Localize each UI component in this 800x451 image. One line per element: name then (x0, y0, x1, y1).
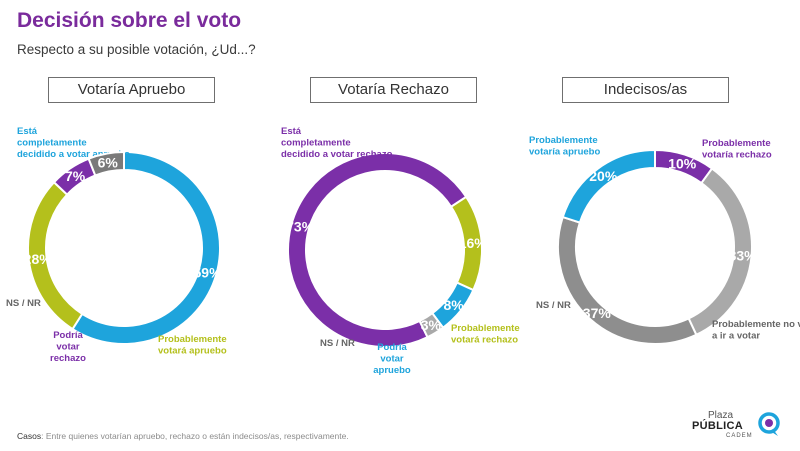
category-label: Probablemente votará rechazo (451, 323, 520, 346)
donut-slice (71, 150, 221, 345)
slice-value-label: 10% (668, 155, 697, 171)
panel-title-apruebo: Votaría Apruebo (48, 77, 215, 103)
slice-value-label: 3% (421, 317, 442, 333)
footer-label: Casos (17, 431, 42, 441)
footer-note: Casos: Entre quienes votarían apruebo, r… (17, 431, 349, 441)
donut-slice (418, 311, 445, 339)
slice-value-label: 73% (286, 219, 315, 235)
logo-sub-text: CADEM (726, 433, 753, 439)
slice-value-label: 20% (589, 168, 618, 184)
slice-value-label: 6% (98, 155, 119, 171)
category-label: Podría votar rechazo (50, 330, 86, 364)
logo-top-text: Plaza (708, 410, 734, 421)
footer-text: : Entre quienes votarían apruebo, rechaz… (41, 431, 349, 441)
slice-value-label: 33% (729, 247, 758, 263)
donut-slice (87, 150, 125, 177)
category-label: Probablemente votará apruebo (158, 334, 227, 357)
category-label: NS / NR (536, 300, 571, 311)
category-label: Podría votar apruebo (373, 342, 411, 376)
category-label: NS / NR (320, 338, 355, 349)
category-label: NS / NR (6, 298, 41, 309)
panel-title-rechazo: Votaría Rechazo (310, 77, 477, 103)
logo-main-text: PÚBLICA (692, 420, 743, 432)
slice-value-label: 16% (459, 235, 488, 251)
slice-value-label: 37% (583, 305, 612, 321)
slice-value-label: 28% (24, 251, 53, 267)
category-label: Probablemente no va a ir a votar (712, 319, 800, 342)
panel-title-indecisos: Indecisos/as (562, 77, 729, 103)
donut-slice (561, 148, 656, 224)
category-label: Probablemente votaría apruebo (529, 135, 600, 158)
donut-slice (287, 152, 468, 348)
slice-value-label: 7% (65, 168, 86, 184)
category-label: Está completamente decidido a votar aprueb… (17, 126, 130, 160)
plaza-publica-logo: Plaza PÚBLICA CADEM (692, 410, 784, 442)
slice-value-label: 8% (443, 297, 464, 313)
page-subtitle: Respecto a su posible votación, ¿Ud...? (17, 42, 256, 57)
donut-slice (557, 215, 698, 345)
speech-bubble-icon (758, 412, 780, 436)
category-label: Está completamente decidido a votar rechaz… (281, 126, 393, 160)
slice-value-label: 59% (194, 264, 223, 280)
page-title: Decisión sobre el voto (17, 9, 242, 32)
category-label: Probablemente votaría rechazo (702, 138, 772, 161)
